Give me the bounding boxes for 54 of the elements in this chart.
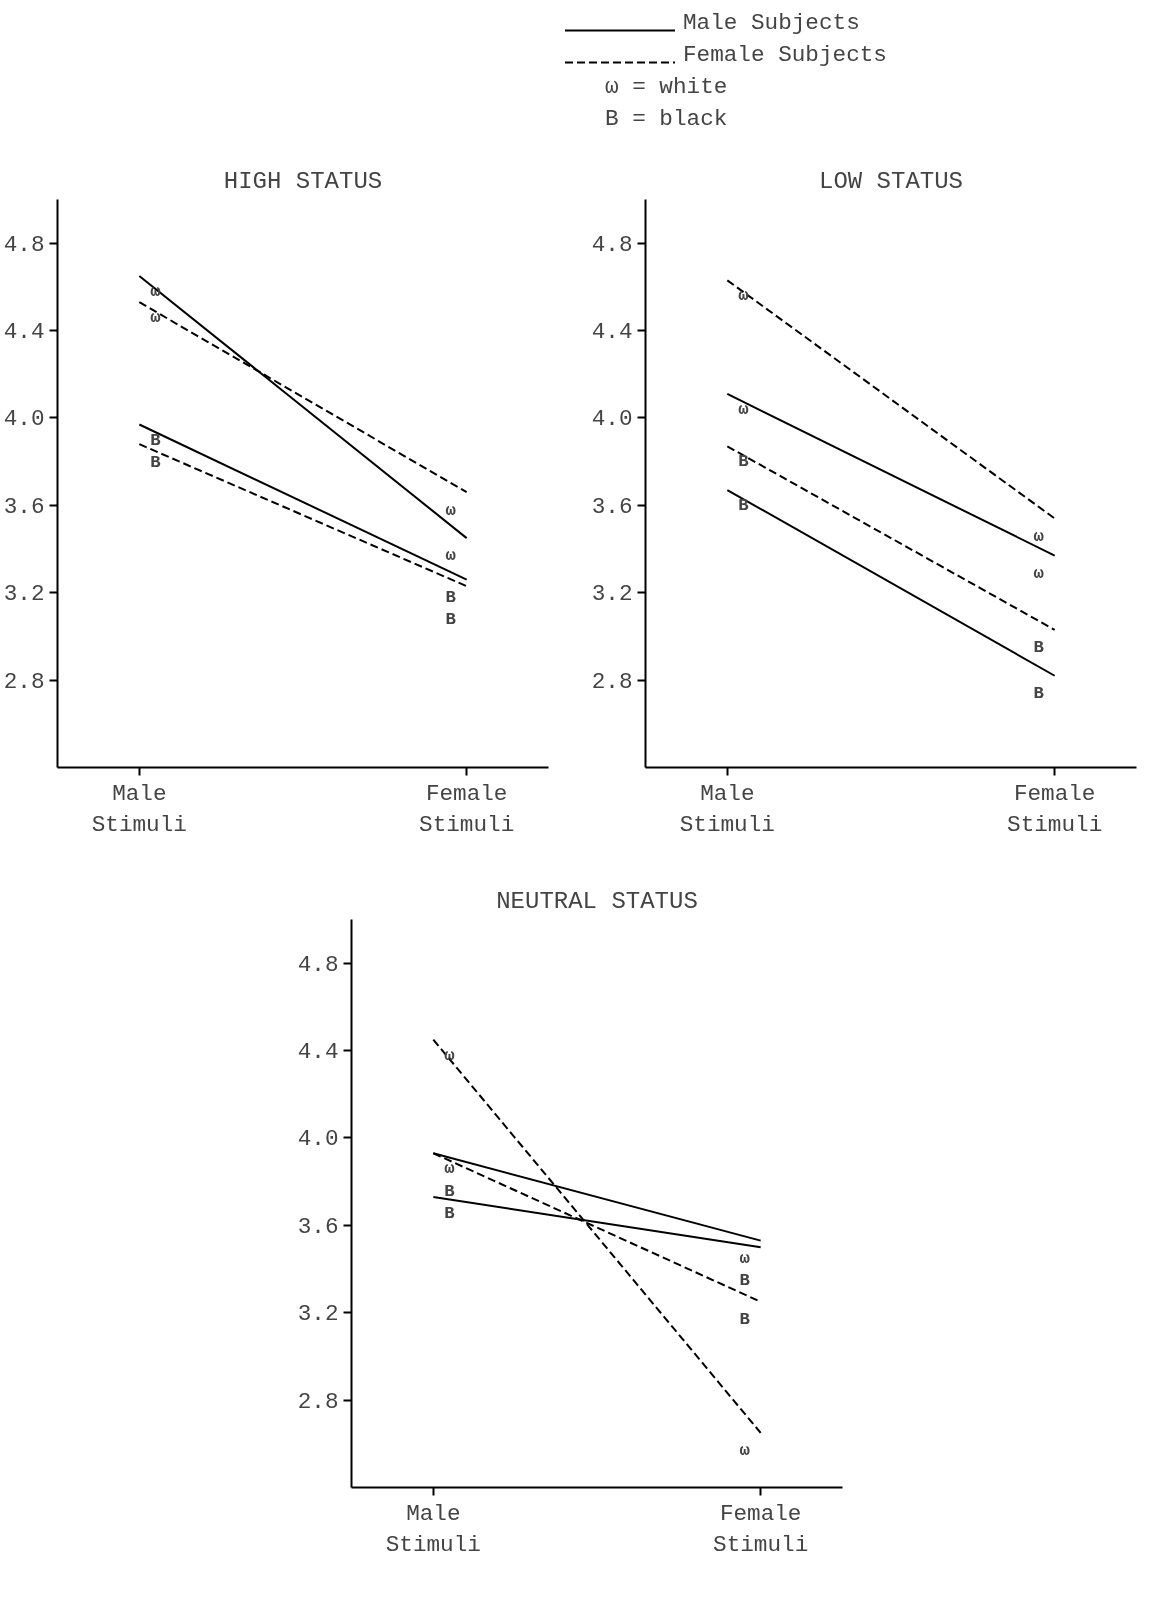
data-label: ω [739, 1441, 751, 1461]
y-tick-label: 3.2 [591, 581, 633, 608]
y-tick-label: 3.6 [3, 493, 45, 520]
x-tick-label: Female Stimuli [419, 780, 515, 838]
y-tick-label: 4.8 [591, 231, 633, 258]
x-tick-label: Female Stimuli [713, 1500, 809, 1558]
y-tick-label: 3.2 [297, 1301, 339, 1328]
text: ω = white [604, 73, 728, 100]
data-label: B [738, 452, 750, 472]
data-label: ω [1033, 526, 1045, 546]
y-tick-label: 3.2 [3, 581, 45, 608]
data-label: B [739, 1310, 751, 1330]
x-tick-label: Male Stimuli [679, 780, 775, 838]
data-label: B [1033, 684, 1045, 704]
data-label: ω [1033, 563, 1045, 583]
data-label: B [1033, 638, 1045, 658]
data-label: ω [445, 546, 457, 566]
data-label: ω [738, 400, 750, 420]
y-tick-label: 2.8 [297, 1388, 339, 1415]
data-label: B [445, 587, 457, 607]
text: B = black [604, 105, 728, 132]
data-label: B [444, 1203, 456, 1223]
y-tick-label: 4.0 [591, 406, 633, 433]
x-tick-label: Male Stimuli [385, 1500, 481, 1558]
chart-title: LOW STATUS [818, 167, 964, 195]
y-tick-label: 4.0 [3, 406, 45, 433]
data-label: ω [444, 1159, 456, 1179]
data-label: B [738, 496, 750, 516]
y-tick-label: 4.0 [297, 1126, 339, 1153]
data-label: B [150, 452, 162, 472]
y-tick-label: 3.6 [297, 1213, 339, 1240]
x-tick-label: Male Stimuli [91, 780, 187, 838]
data-label: ω [739, 1248, 751, 1268]
data-label: B [445, 610, 457, 630]
y-tick-label: 2.8 [591, 668, 633, 695]
x-tick-label: Female Stimuli [1007, 780, 1103, 838]
y-tick-label: 4.8 [3, 231, 45, 258]
data-label: ω [738, 286, 750, 306]
y-tick-label: 3.6 [591, 493, 633, 520]
y-tick-label: 4.8 [297, 951, 339, 978]
y-tick-label: 2.8 [3, 668, 45, 695]
y-tick-label: 4.4 [3, 319, 45, 346]
chart-title: NEUTRAL STATUS [496, 887, 698, 915]
y-tick-label: 4.4 [591, 319, 633, 346]
data-label: ω [445, 500, 457, 520]
chart-title: HIGH STATUS [223, 167, 383, 195]
data-label: ω [150, 308, 162, 328]
data-label: B [150, 430, 162, 450]
y-tick-label: 4.4 [297, 1039, 339, 1066]
data-label: ω [444, 1045, 456, 1065]
legend-label: Female Subjects [682, 41, 887, 68]
data-label: B [444, 1181, 456, 1201]
legend-label: Male Subjects [682, 9, 860, 36]
data-label: B [739, 1271, 751, 1291]
